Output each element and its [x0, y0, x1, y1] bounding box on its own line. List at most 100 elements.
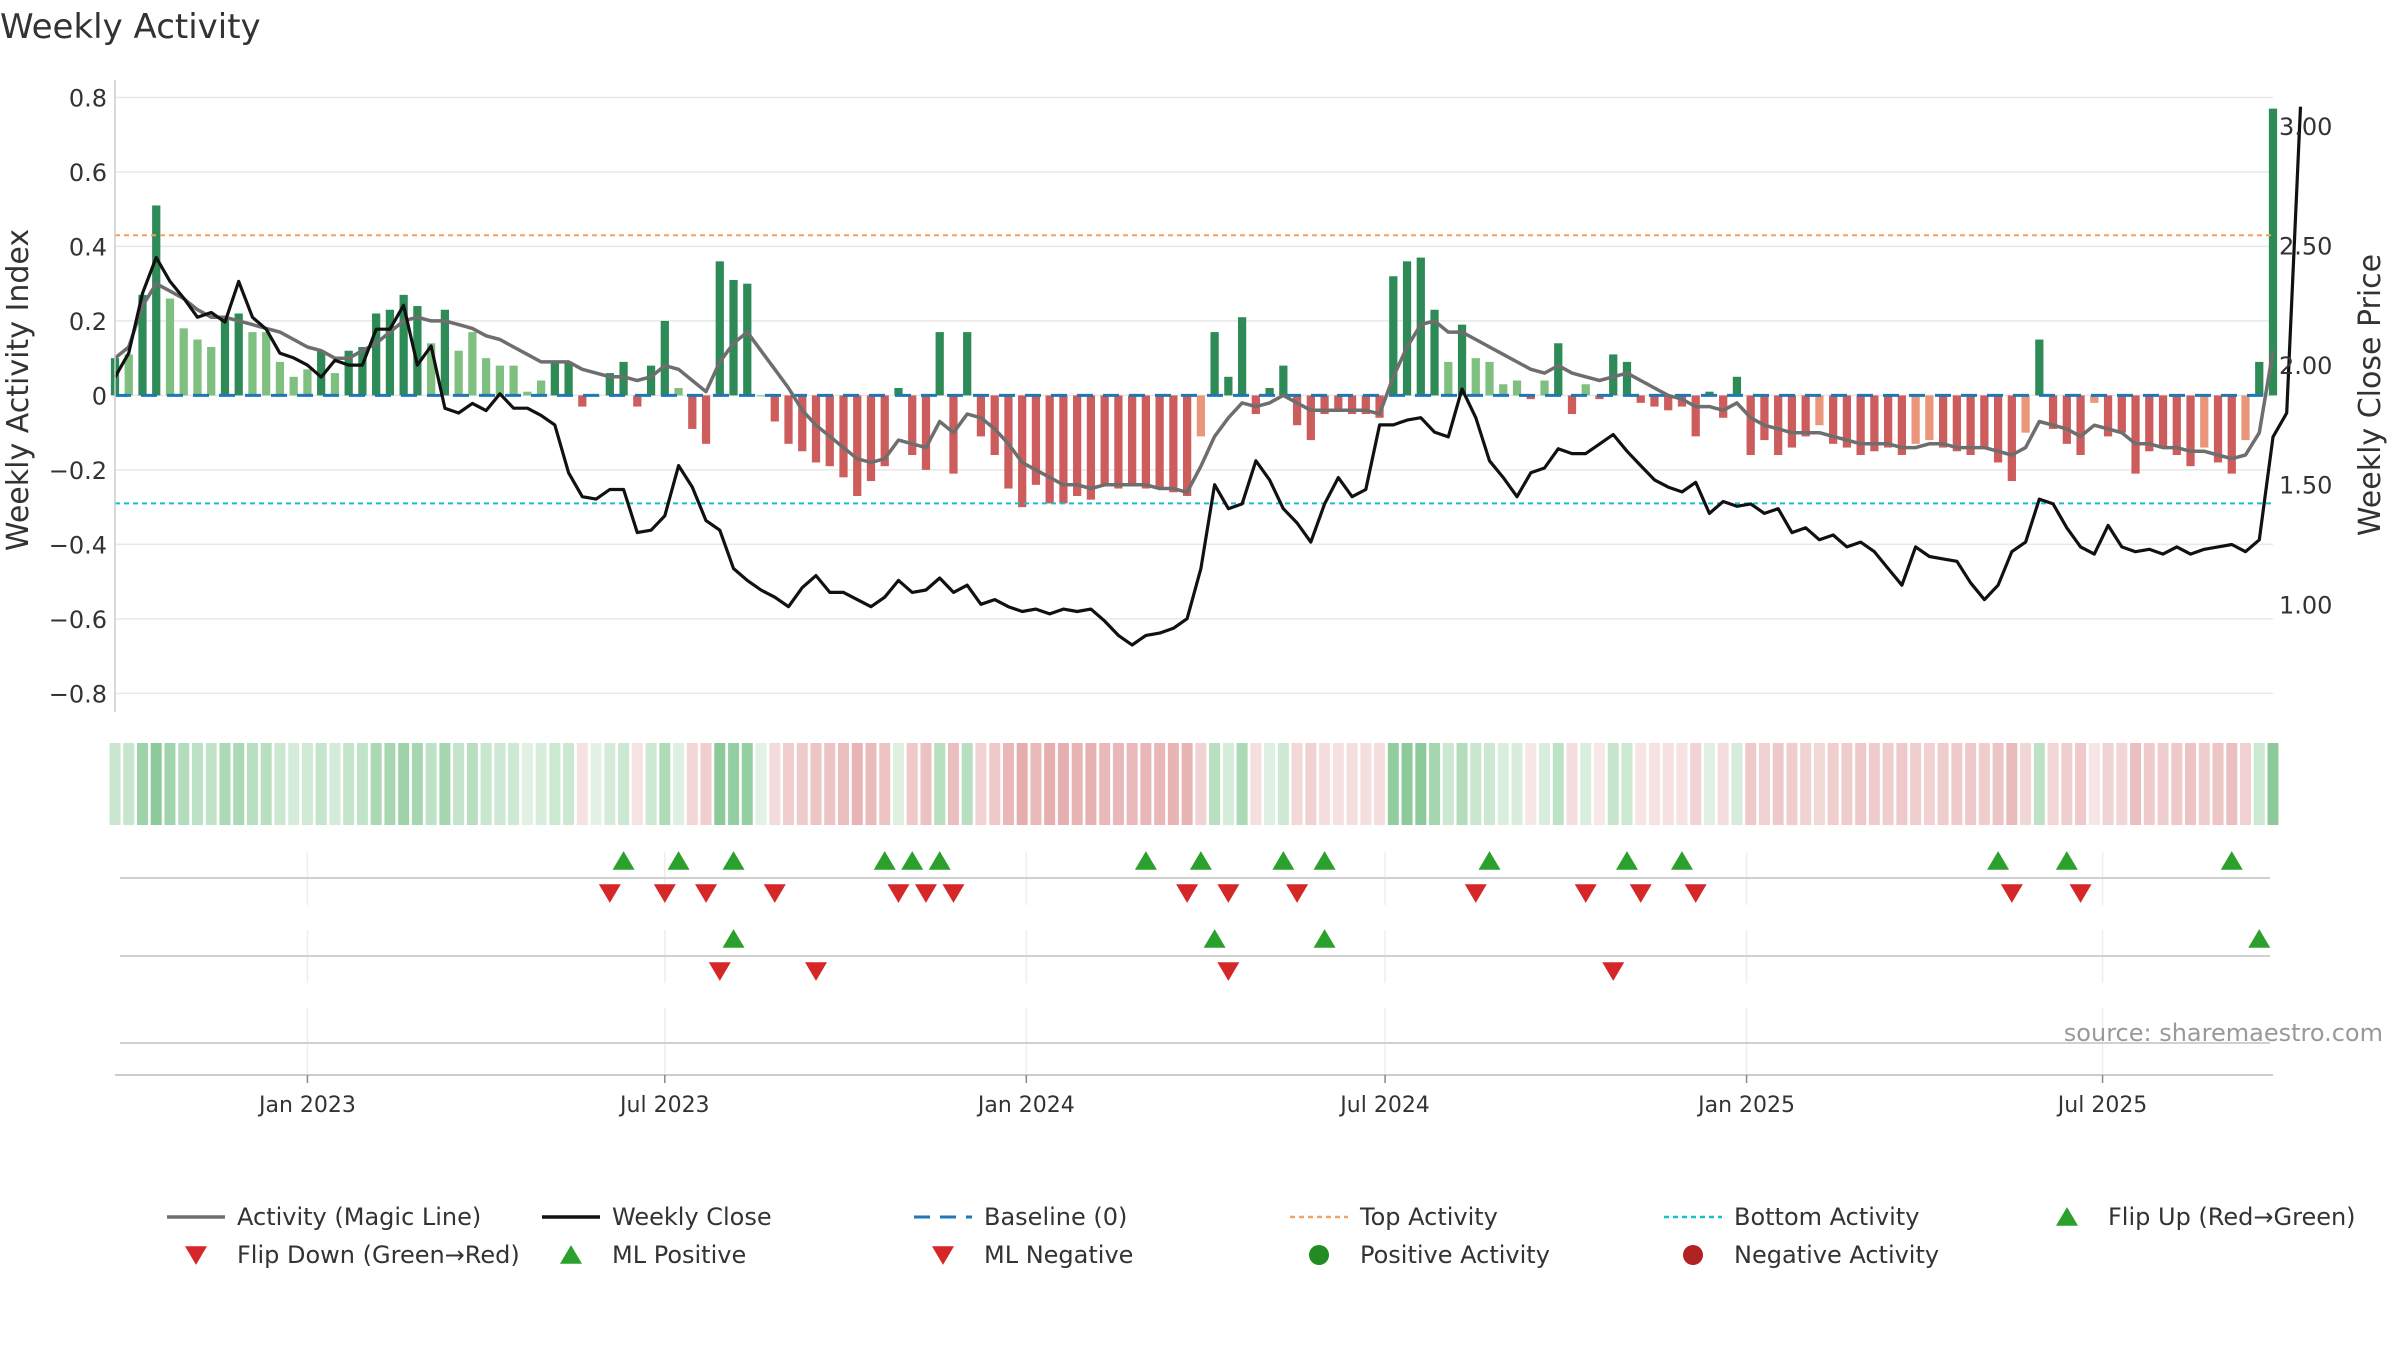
flip-up-marker: [2055, 851, 2078, 870]
activity-bar: [1595, 395, 1604, 400]
ml-negative-marker: [805, 962, 828, 981]
flip-up-marker: [1615, 851, 1638, 870]
heat-cell: [1648, 743, 1660, 825]
activity-bar: [839, 395, 848, 478]
activity-bar: [1279, 365, 1288, 396]
heat-cell: [1484, 743, 1496, 825]
flip-down-marker: [1217, 884, 1240, 903]
activity-bar: [1018, 395, 1027, 508]
legend-swatch-down: [932, 1246, 954, 1265]
flip-up-marker: [2220, 851, 2243, 870]
heat-cell: [301, 743, 313, 825]
heat-cell: [810, 743, 822, 825]
activity-bar: [1265, 387, 1274, 396]
heat-cell: [1195, 743, 1207, 825]
activity-bar: [743, 283, 752, 396]
activity-bar: [358, 346, 367, 396]
activity-bar: [1183, 395, 1192, 496]
heat-cell: [2088, 743, 2100, 825]
flip-down-marker: [1464, 884, 1487, 903]
legend-label: Negative Activity: [1734, 1241, 1939, 1269]
heat-cell: [1236, 743, 1248, 825]
activity-bar: [289, 376, 298, 396]
activity-bar: [1512, 380, 1522, 396]
heat-cell: [1346, 743, 1358, 825]
heat-cell: [1882, 743, 1894, 825]
heat-cell: [2267, 743, 2279, 825]
heat-cell: [1772, 743, 1784, 825]
heat-cell: [659, 743, 671, 825]
heat-cell: [1786, 743, 1798, 825]
activity-bar: [715, 261, 724, 396]
activity-bar: [1856, 395, 1865, 456]
activity-bar: [853, 395, 862, 496]
legend-label: Top Activity: [1359, 1203, 1498, 1231]
flip-up-marker: [1987, 851, 2010, 870]
heat-cell: [1401, 743, 1413, 825]
series-lines: [113, 106, 2303, 647]
heat-cell: [1071, 743, 1083, 825]
activity-bar: [1169, 395, 1178, 493]
y-tick-label: 0.4: [69, 233, 107, 261]
heat-cell: [714, 743, 726, 825]
heat-cell: [1332, 743, 1344, 825]
heat-cell: [1456, 743, 1468, 825]
heat-cell: [2061, 743, 2073, 825]
flip-up-marker: [1478, 851, 1501, 870]
legend-label: Weekly Close: [612, 1203, 772, 1231]
flip-up-marker: [1189, 851, 1212, 870]
heat-cell: [2075, 743, 2087, 825]
activity-bar: [193, 339, 202, 396]
activity-bar: [440, 309, 450, 396]
heat-cell: [343, 743, 355, 825]
heat-cell: [906, 743, 918, 825]
flip-down-marker: [1629, 884, 1652, 903]
heat-cell: [535, 743, 547, 825]
activity-bar: [2090, 395, 2099, 403]
flip-up-marker: [722, 851, 745, 870]
source-note: source: sharemaestro.com: [2064, 1019, 2383, 1047]
heat-cell: [1992, 743, 2004, 825]
activity-bar: [1554, 343, 1563, 396]
heat-cell: [370, 743, 382, 825]
heat-cell: [1813, 743, 1825, 825]
heat-cell: [1126, 743, 1138, 825]
heat-cell: [178, 743, 190, 825]
heat-cell: [2253, 743, 2265, 825]
heat-cell: [1016, 743, 1028, 825]
heat-cell: [1937, 743, 1949, 825]
activity-bar: [921, 395, 931, 470]
heat-cell: [1222, 743, 1234, 825]
heat-cell: [109, 743, 121, 825]
flip-down-marker: [653, 884, 676, 903]
heat-cell: [2033, 743, 2045, 825]
activity-bar: [1457, 324, 1467, 396]
ml-markers-panel: [120, 929, 2271, 983]
activity-bar: [578, 395, 587, 407]
heat-cell: [1442, 743, 1454, 825]
activity-bar: [1842, 395, 1852, 448]
heat-cell: [1731, 743, 1743, 825]
heat-cell: [1319, 743, 1331, 825]
heat-cell: [329, 743, 341, 825]
flip-down-marker: [695, 884, 718, 903]
heat-cell: [508, 743, 520, 825]
heat-cell: [1745, 743, 1757, 825]
activity-bar: [1224, 376, 1233, 396]
activity-bar: [372, 313, 381, 396]
heat-cell: [2198, 743, 2210, 825]
heat-cell: [1978, 743, 1990, 825]
heat-cell: [824, 743, 836, 825]
legend-label: ML Positive: [612, 1241, 746, 1269]
flip-down-marker: [942, 884, 965, 903]
flip-down-marker: [1176, 884, 1199, 903]
activity-bar: [317, 350, 326, 396]
activity-bar: [468, 332, 477, 396]
activity-bar: [152, 205, 161, 396]
heat-cell: [728, 743, 740, 825]
activity-bar: [495, 365, 504, 396]
heat-cell: [645, 743, 657, 825]
activity-bar: [1292, 395, 1302, 426]
heat-cell: [1387, 743, 1399, 825]
